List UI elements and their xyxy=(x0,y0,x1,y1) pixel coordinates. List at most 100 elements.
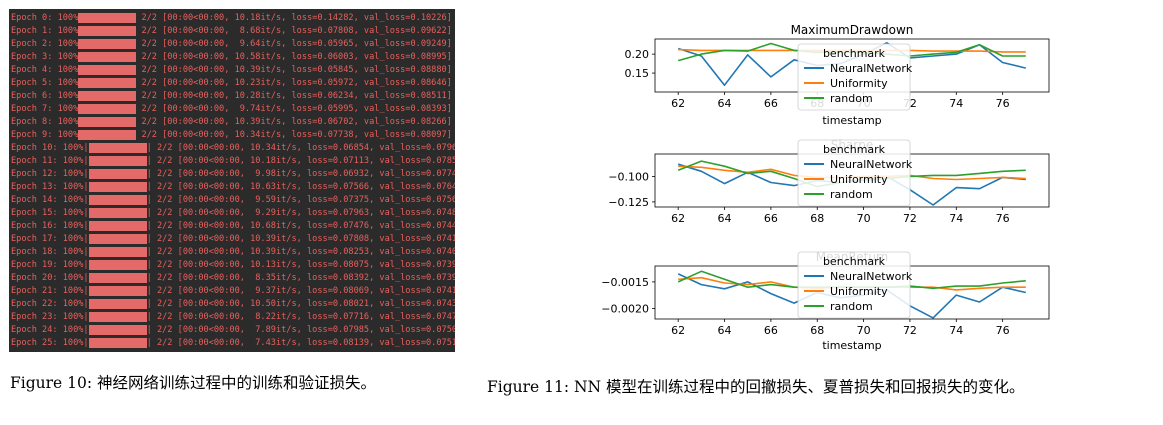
log-line-prefix: Epoch 13: 100%| xyxy=(11,182,89,192)
log-line: Epoch 19: 100%| | 2/2 [00:00<00:00, 10.13… xyxy=(11,259,455,272)
x-tick-label: 66 xyxy=(764,97,778,110)
log-line: Epoch 2: 100% 2/2 [00:00<00:00, 9.64it/s… xyxy=(11,38,452,51)
legend-title: benchmark xyxy=(823,47,886,60)
legend-title: benchmark xyxy=(823,143,886,156)
x-tick-label: 66 xyxy=(764,324,778,337)
legend-entry: Uniformity xyxy=(830,173,888,186)
log-line-prefix: Epoch 17: 100%| xyxy=(11,234,89,244)
log-line-prefix: Epoch 14: 100%| xyxy=(11,195,89,205)
log-line-prefix: Epoch 9: 100% xyxy=(11,130,79,140)
chart-title: MeanReturn xyxy=(816,250,889,264)
x-tick-label: 76 xyxy=(996,97,1010,110)
y-tick-label: −0.0015 xyxy=(601,276,649,289)
log-line-suffix: | 2/2 [00:00<00:00, 10.34it/s, loss=0.06… xyxy=(146,143,455,153)
log-line-prefix: Epoch 10: 100%| xyxy=(11,143,89,153)
log-line-suffix: | 2/2 [00:00<00:00, 8.22it/s, loss=0.077… xyxy=(146,312,455,322)
progress-bar xyxy=(88,182,147,192)
progress-bar xyxy=(88,234,147,244)
chart-title: MaximumDrawdown xyxy=(791,23,914,37)
progress-bar xyxy=(88,156,147,166)
log-line-prefix: Epoch 18: 100%| xyxy=(11,247,89,257)
progress-bar xyxy=(88,299,147,309)
chart-0: MaximumDrawdown 62 64 66 68 70 72 74 76 0.20 0.15 t… xyxy=(625,23,1050,127)
chart-2: MeanReturn 62 64 66 68 70 72 74 76 −0.0015 −0.0020… xyxy=(601,250,1050,352)
legend-box xyxy=(797,139,911,207)
series-line-random xyxy=(677,270,1026,290)
progress-bar xyxy=(88,312,147,322)
log-line-prefix: Epoch 1: 100% xyxy=(11,26,79,36)
log-line: Epoch 3: 100% 2/2 [00:00<00:00, 10.58it/… xyxy=(11,51,452,64)
x-tick-label: 62 xyxy=(671,324,685,337)
figure-11-caption: Figure 11: NN 模型在训练过程中的回撤损失、夏普损失和回报损失的变化… xyxy=(487,378,1025,396)
progress-bar xyxy=(78,13,137,23)
x-tick-label: 70 xyxy=(857,324,871,337)
log-line-prefix: Epoch 8: 100% xyxy=(11,117,79,127)
log-line: Epoch 13: 100%| | 2/2 [00:00<00:00, 10.63… xyxy=(11,181,455,194)
x-tick-label: 76 xyxy=(996,212,1010,225)
x-axis-label: timestamp xyxy=(822,114,881,127)
log-line-suffix: 2/2 [00:00<00:00, 10.23it/s, loss=0.0597… xyxy=(136,78,452,88)
log-line-suffix: | 2/2 [00:00<00:00, 9.29it/s, loss=0.079… xyxy=(146,208,455,218)
log-line-suffix: 2/2 [00:00<00:00, 9.64it/s, loss=0.05965… xyxy=(136,39,452,49)
progress-bar xyxy=(78,52,137,62)
log-line-prefix: Epoch 7: 100% xyxy=(11,104,79,114)
log-line-prefix: Epoch 12: 100%| xyxy=(11,169,89,179)
log-line-prefix: Epoch 0: 100% xyxy=(11,13,79,23)
progress-bar xyxy=(88,273,147,283)
log-line-prefix: Epoch 3: 100% xyxy=(11,52,79,62)
progress-bar xyxy=(78,130,137,140)
log-line: Epoch 25: 100%| | 2/2 [00:00<00:00, 7.43i… xyxy=(11,337,455,350)
series-line-NeuralNetwork xyxy=(677,163,1026,206)
progress-bar xyxy=(88,195,147,205)
progress-bar xyxy=(88,286,147,296)
x-tick-label: 74 xyxy=(949,212,963,225)
log-line-suffix: | 2/2 [00:00<00:00, 7.43it/s, loss=0.081… xyxy=(146,338,455,348)
chart-1: Sharpe 62 64 66 68 70 72 74 76 −0.100 −0.125 benchm… xyxy=(608,138,1050,225)
progress-bar xyxy=(78,78,137,88)
plot-frame xyxy=(654,38,1050,93)
progress-bar xyxy=(88,325,147,335)
log-line-prefix: Epoch 22: 100%| xyxy=(11,299,89,309)
y-tick-label: −0.125 xyxy=(608,196,649,209)
log-line: Epoch 17: 100%| | 2/2 [00:00<00:00, 10.39… xyxy=(11,233,455,246)
x-tick-label: 64 xyxy=(718,212,732,225)
progress-bar xyxy=(88,260,147,270)
x-tick-label: 66 xyxy=(764,212,778,225)
plot-frame xyxy=(654,153,1050,208)
chart-title: Sharpe xyxy=(831,138,874,152)
progress-bar xyxy=(88,208,147,218)
log-line: Epoch 8: 100% 2/2 [00:00<00:00, 10.39it/… xyxy=(11,116,452,129)
x-axis-label: timestamp xyxy=(822,339,881,352)
log-line-suffix: | 2/2 [00:00<00:00, 9.98it/s, loss=0.069… xyxy=(146,169,455,179)
legend-entry: random xyxy=(830,92,873,105)
log-line-prefix: Epoch 15: 100%| xyxy=(11,208,89,218)
progress-bar xyxy=(78,104,137,114)
progress-bar xyxy=(88,221,147,231)
log-line: Epoch 5: 100% 2/2 [00:00<00:00, 10.23it/… xyxy=(11,77,452,90)
log-line: Epoch 15: 100%| | 2/2 [00:00<00:00, 9.29i… xyxy=(11,207,455,220)
log-line-prefix: Epoch 4: 100% xyxy=(11,65,79,75)
log-line-suffix: | 2/2 [00:00<00:00, 8.35it/s, loss=0.083… xyxy=(146,273,455,283)
plot-frame xyxy=(654,265,1050,320)
x-tick-label: 72 xyxy=(903,97,917,110)
log-line: Epoch 6: 100% 2/2 [00:00<00:00, 10.28it/… xyxy=(11,90,452,103)
log-line-prefix: Epoch 16: 100%| xyxy=(11,221,89,231)
x-tick-label: 68 xyxy=(810,324,824,337)
log-line-prefix: Epoch 21: 100%| xyxy=(11,286,89,296)
series-line-random xyxy=(677,160,1026,188)
log-line-prefix: Epoch 25: 100%| xyxy=(11,338,89,348)
progress-bar xyxy=(88,143,147,153)
figure-10-caption: Figure 10: 神经网络训练过程中的训练和验证损失。 xyxy=(10,374,376,392)
x-tick-label: 68 xyxy=(810,97,824,110)
x-tick-label: 72 xyxy=(903,212,917,225)
series-line-Uniformity xyxy=(678,48,1026,53)
log-line-suffix: 2/2 [00:00<00:00, 10.28it/s, loss=0.0623… xyxy=(136,91,452,101)
log-line: Epoch 24: 100%| | 2/2 [00:00<00:00, 7.89i… xyxy=(11,324,455,337)
log-line: Epoch 11: 100%| | 2/2 [00:00<00:00, 10.18… xyxy=(11,155,455,168)
log-line: Epoch 18: 100%| | 2/2 [00:00<00:00, 10.39… xyxy=(11,246,455,259)
log-line-suffix: 2/2 [00:00<00:00, 9.74it/s, loss=0.05995… xyxy=(136,104,452,114)
log-line-suffix: | 2/2 [00:00<00:00, 10.68it/s, loss=0.07… xyxy=(146,221,455,231)
progress-bar xyxy=(88,169,147,179)
log-line-prefix: Epoch 24: 100%| xyxy=(11,325,89,335)
log-line-suffix: | 2/2 [00:00<00:00, 7.89it/s, loss=0.079… xyxy=(146,325,455,335)
